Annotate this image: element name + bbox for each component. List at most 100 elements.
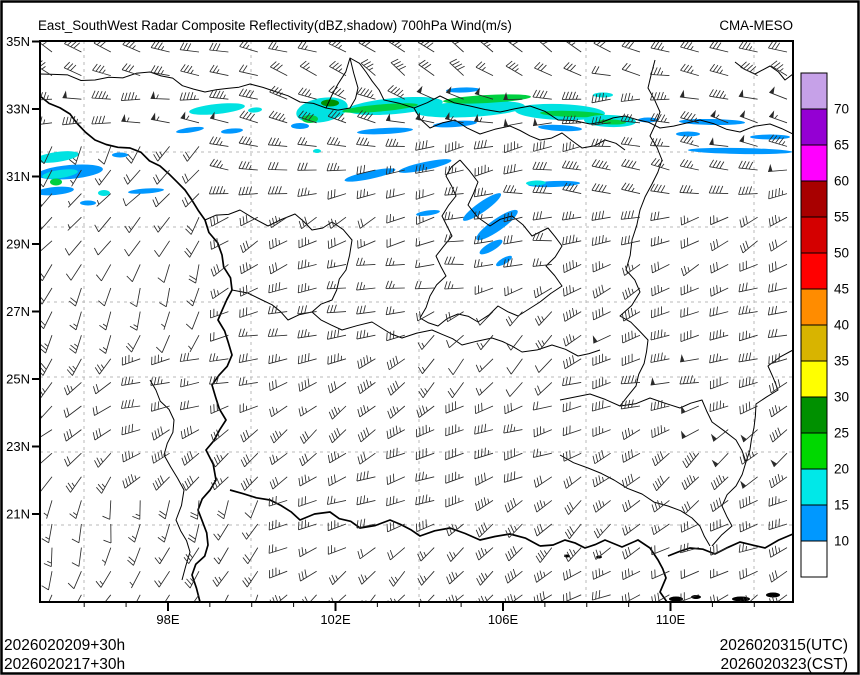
colorbar-level-label: 50 bbox=[834, 246, 849, 261]
colorbar-level-label: 35 bbox=[834, 354, 849, 369]
colorbar-level-label: 70 bbox=[834, 102, 849, 117]
radar-echo bbox=[98, 190, 110, 196]
radar-echo bbox=[248, 107, 262, 113]
province-border bbox=[619, 59, 663, 407]
colorbar-level-label: 10 bbox=[834, 534, 849, 549]
lon-tick-label: 98E bbox=[156, 612, 179, 627]
colorbar-box bbox=[800, 504, 828, 542]
footer-valid-utc: 2026020315(UTC) bbox=[720, 637, 848, 654]
colorbar-level-label: 65 bbox=[834, 138, 849, 153]
footer-init-utc: 2026020209+30h bbox=[4, 637, 125, 654]
province-border bbox=[40, 57, 793, 135]
radar-echo bbox=[42, 169, 78, 179]
radar-echo bbox=[221, 128, 243, 134]
radar-echo bbox=[80, 200, 96, 206]
model-label: CMA-MESO bbox=[719, 18, 793, 33]
footer-init-cst: 2026020217+30h bbox=[4, 656, 125, 673]
radar-echo bbox=[540, 110, 604, 118]
plot-frame bbox=[39, 40, 794, 603]
radar-echo bbox=[357, 127, 413, 135]
radar-echo bbox=[50, 178, 62, 186]
radar-echo bbox=[342, 103, 418, 113]
province-border bbox=[231, 289, 601, 357]
map-border-layer bbox=[40, 57, 793, 602]
province-border bbox=[745, 349, 793, 463]
lat-tick-label: 25N bbox=[6, 372, 30, 387]
radar-echo bbox=[176, 126, 204, 134]
colorbar-box bbox=[800, 360, 828, 398]
radar-echo bbox=[688, 147, 792, 155]
lat-tick-label: 23N bbox=[6, 439, 30, 454]
lon-tick-label: 106E bbox=[488, 612, 519, 627]
colorbar-level-label: 55 bbox=[834, 210, 849, 225]
radar-echo bbox=[321, 99, 339, 107]
radar-echo bbox=[189, 103, 245, 115]
lon-tick-label: 110E bbox=[656, 612, 686, 627]
colorbar-box bbox=[800, 468, 828, 506]
radar-echo bbox=[676, 131, 700, 137]
radar-echo bbox=[462, 193, 502, 221]
radar-echo bbox=[443, 94, 531, 104]
radar-echo bbox=[526, 180, 546, 186]
radar-echo bbox=[415, 100, 525, 118]
colorbar-box bbox=[800, 432, 828, 470]
radar-echo bbox=[496, 255, 512, 267]
province-border bbox=[325, 57, 359, 111]
province-border bbox=[559, 393, 747, 547]
island bbox=[766, 592, 780, 598]
gridline-layer bbox=[40, 41, 793, 602]
radar-echo bbox=[344, 168, 396, 182]
colorbar-level-label: 30 bbox=[834, 390, 849, 405]
colorbar-level-label: 45 bbox=[834, 282, 849, 297]
radar-echo bbox=[679, 118, 745, 126]
colorbar-box bbox=[800, 324, 828, 362]
colorbar-box bbox=[800, 180, 828, 218]
footer-valid-cst: 2026020323(CST) bbox=[720, 656, 848, 673]
colorbar-box bbox=[800, 252, 828, 290]
wind-barb-layer bbox=[40, 41, 788, 602]
colorbar-box bbox=[800, 540, 828, 578]
lon-tick-label: 102E bbox=[320, 612, 351, 627]
colorbar: 10 15 20 25 30 35 40 45 50 55 60 65 70 bbox=[800, 72, 849, 578]
chart-title: East_SouthWest Radar Composite Reflectiv… bbox=[38, 18, 512, 33]
colorbar-level-label: 15 bbox=[834, 498, 849, 513]
island bbox=[669, 596, 683, 602]
lat-tick-label: 31N bbox=[6, 169, 30, 184]
lat-tick-label: 33N bbox=[6, 102, 30, 117]
radar-echo-layer bbox=[40, 87, 792, 267]
radar-echo bbox=[313, 149, 321, 153]
colorbar-box bbox=[800, 288, 828, 326]
colorbar-level-label: 25 bbox=[834, 426, 849, 441]
colorbar-box bbox=[800, 108, 828, 146]
province-border bbox=[229, 489, 541, 547]
lat-tick-label: 35N bbox=[6, 34, 30, 49]
radar-echo bbox=[416, 210, 440, 216]
lat-tick-label: 27N bbox=[6, 304, 30, 319]
radar-echo bbox=[538, 124, 582, 132]
radar-echo bbox=[128, 188, 164, 194]
province-border bbox=[419, 159, 563, 327]
island bbox=[691, 595, 701, 599]
province-border bbox=[40, 95, 233, 602]
radar-echo bbox=[112, 152, 128, 158]
colorbar-box bbox=[800, 396, 828, 434]
colorbar-level-label: 20 bbox=[834, 462, 849, 477]
radar-echo bbox=[291, 123, 309, 129]
colorbar-level-label: 60 bbox=[834, 174, 849, 189]
radar-echo bbox=[750, 134, 790, 140]
island bbox=[732, 596, 750, 602]
colorbar-level-label: 40 bbox=[834, 318, 849, 333]
radar-echo bbox=[446, 87, 480, 93]
province-border bbox=[204, 209, 353, 313]
colorbar-box bbox=[800, 72, 828, 110]
lat-tick-label: 29N bbox=[6, 237, 30, 252]
wind-barbs bbox=[40, 41, 788, 602]
radar-echo bbox=[479, 239, 503, 255]
province-border bbox=[149, 379, 191, 581]
colorbar-box bbox=[800, 144, 828, 182]
lat-tick-label: 21N bbox=[6, 507, 30, 522]
coastline bbox=[539, 539, 668, 602]
radar-echo bbox=[398, 159, 452, 173]
